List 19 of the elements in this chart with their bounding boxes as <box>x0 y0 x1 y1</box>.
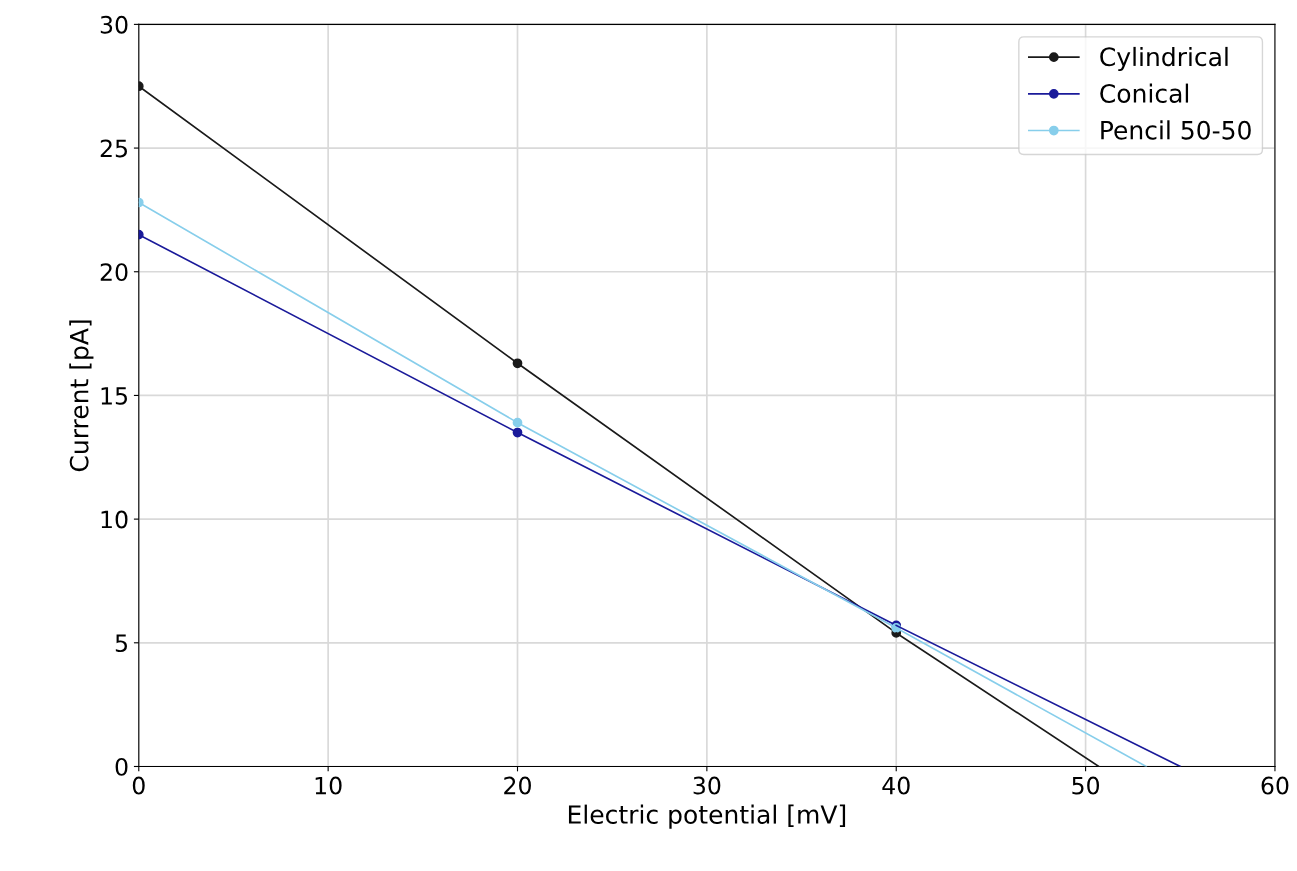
legend-label: Conical <box>1100 83 1189 103</box>
x-axis-title: Electric potential [mV] <box>568 804 846 829</box>
y-tick-label: 5 <box>115 634 127 653</box>
y-tick-label: 10 <box>101 510 128 529</box>
y-tick-label: 30 <box>100 15 128 34</box>
y-axis-title: Current [pA] <box>69 320 94 472</box>
x-tick-label: 20 <box>504 776 531 795</box>
x-tick-label: 40 <box>882 776 910 795</box>
legend-label: Cylindrical <box>1100 46 1228 72</box>
x-tick-label: 30 <box>693 776 721 795</box>
x-tick-label: 10 <box>315 776 342 795</box>
y-tick-label: 25 <box>100 139 127 158</box>
y-tick-label: 0 <box>115 757 128 776</box>
x-tick-label: 0 <box>132 776 145 795</box>
y-tick-label: 15 <box>101 387 127 405</box>
legend-label: Pencil 50-50 <box>1101 120 1251 140</box>
x-tick-label: 50 <box>1072 776 1100 795</box>
y-tick-label: 20 <box>100 263 128 282</box>
x-tick-label: 60 <box>1261 776 1289 795</box>
